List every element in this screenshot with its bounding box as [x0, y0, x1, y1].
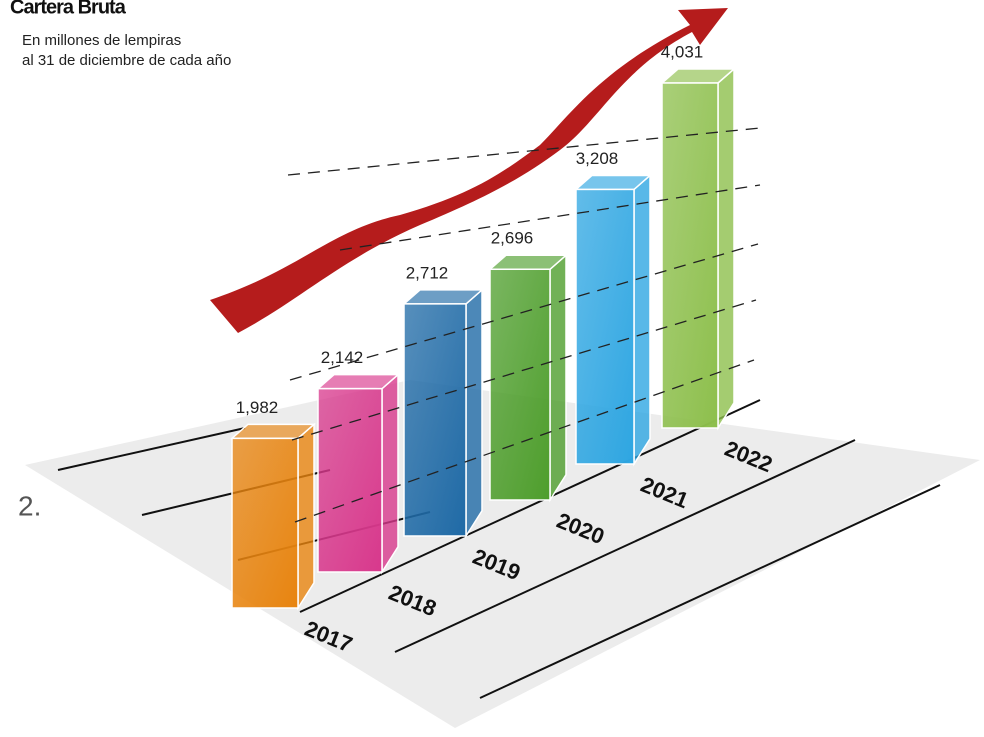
- bar: [490, 269, 550, 500]
- page: Cartera Bruta En millones de lempiras al…: [0, 0, 984, 732]
- section-label: 2.: [18, 490, 41, 521]
- value-label: 3,208: [576, 149, 619, 168]
- value-label: 2,696: [491, 229, 534, 248]
- bar: [232, 438, 298, 608]
- bar-side: [382, 375, 398, 572]
- bar-side: [634, 175, 650, 464]
- bar-side: [718, 69, 734, 428]
- value-label: 2,142: [321, 348, 364, 367]
- bar: [576, 189, 634, 464]
- chart-title: Cartera Bruta: [10, 0, 127, 18]
- value-label: 1,982: [236, 398, 279, 417]
- value-label: 4,031: [661, 42, 704, 61]
- chart: Cartera Bruta En millones de lempiras al…: [0, 0, 984, 732]
- bar-side: [550, 255, 566, 500]
- bar: [404, 304, 466, 536]
- bar-side: [298, 424, 314, 608]
- value-label: 2,712: [406, 263, 449, 282]
- subtitle: al 31 de diciembre de cada año: [22, 52, 231, 69]
- subtitle: En millones de lempiras: [22, 32, 181, 49]
